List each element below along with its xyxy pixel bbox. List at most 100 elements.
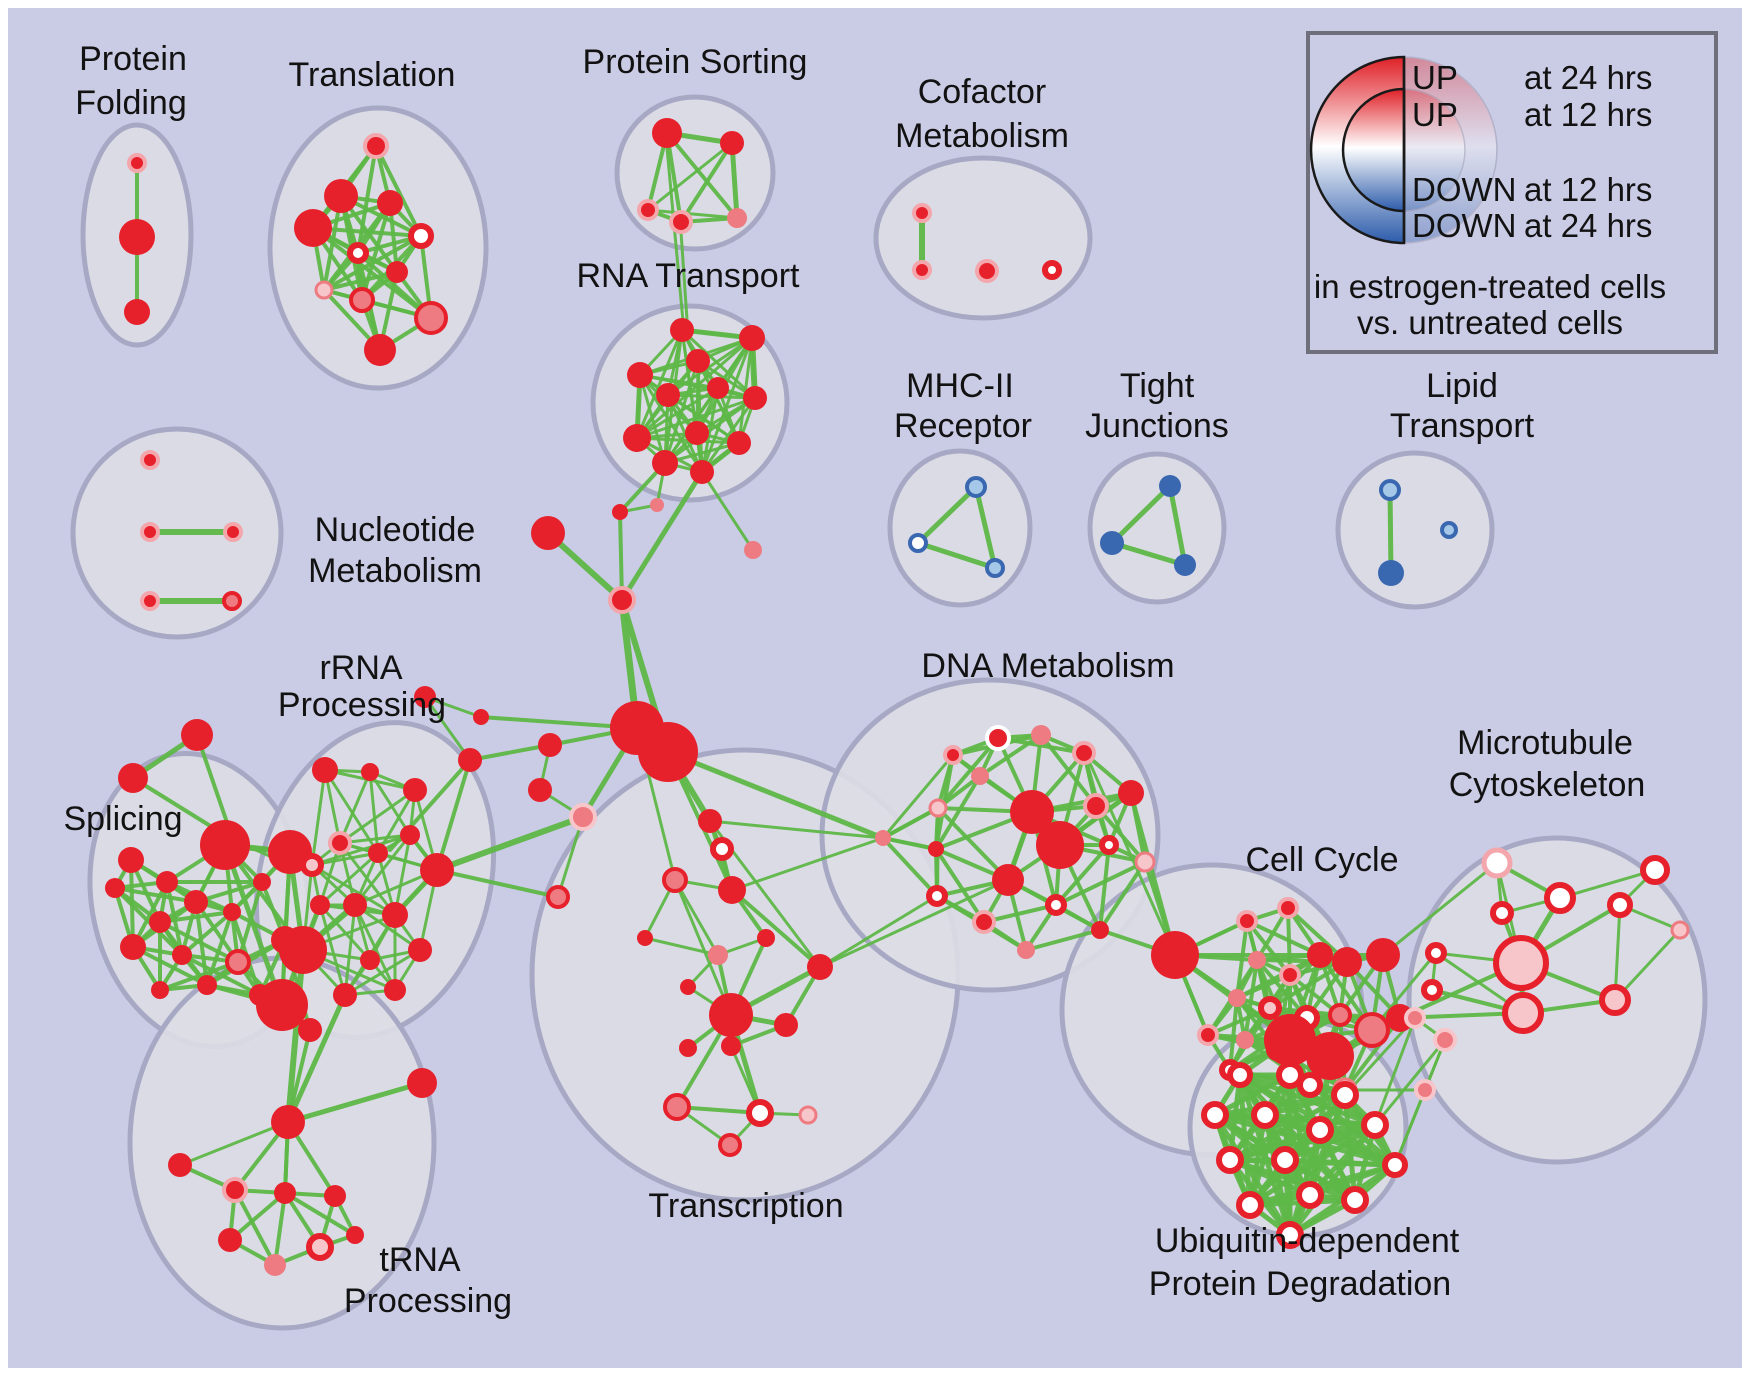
translation-node <box>377 190 403 216</box>
connector-edge <box>881 753 955 840</box>
splicing-node <box>200 820 250 870</box>
protein-folding-node <box>124 299 150 325</box>
transcription-node <box>746 1099 774 1127</box>
label-rrna-processing: rRNA <box>319 649 402 687</box>
protein-sorting-node <box>637 199 659 221</box>
label-lipid-transport: Lipid <box>1426 367 1498 405</box>
trna-processing-node <box>346 1226 364 1244</box>
cell-cycle-node <box>1197 1024 1219 1046</box>
mhc-ii-receptor-blob <box>887 448 1033 608</box>
cell-cycle-node <box>1279 964 1301 986</box>
legend-down12-label: DOWN <box>1412 171 1516 208</box>
cofactor-metabolism-node <box>912 260 932 280</box>
legend-down12-time: at 12 hrs <box>1524 171 1652 208</box>
trna-processing-node <box>407 1068 437 1098</box>
connector-node <box>118 763 148 793</box>
label-protein-folding: Folding <box>75 84 187 122</box>
splicing-node <box>184 890 208 914</box>
rna-transport-node <box>686 349 710 373</box>
transcription-node <box>774 1013 798 1037</box>
connector-edge <box>730 836 885 892</box>
connector-edge <box>881 836 938 851</box>
rrna-processing-edge <box>338 788 417 845</box>
ubiquitin-degradation-node <box>1201 1101 1229 1129</box>
connector-edge <box>285 992 348 1125</box>
cell-cycle-node <box>1151 931 1199 979</box>
cell-cycle-node <box>1258 996 1282 1020</box>
connector-edge <box>700 470 755 552</box>
transcription-edge <box>643 936 720 957</box>
translation-node <box>294 209 332 247</box>
dna-metabolism-node <box>1017 941 1035 959</box>
legend-up12-label: UP <box>1412 96 1458 133</box>
ubiquitin-degradation-node <box>1306 1116 1334 1144</box>
splicing-node <box>156 871 178 893</box>
connector-edge <box>881 806 940 840</box>
transcription-node <box>708 945 728 965</box>
tight-junctions-blob <box>1087 451 1227 605</box>
dna-metabolism-node <box>928 798 948 818</box>
cell-cycle-node <box>1332 947 1362 977</box>
lipid-transport-node <box>1379 479 1401 501</box>
rrna-processing-node <box>328 831 352 855</box>
ubiquitin-degradation-node <box>1216 1146 1244 1174</box>
ubiquitin-degradation-node <box>1227 1062 1253 1088</box>
mhc-ii-receptor-node <box>965 476 987 498</box>
legend-up24-time: at 24 hrs <box>1524 59 1652 96</box>
connector-node <box>546 885 570 909</box>
label-protein-folding: Protein <box>79 40 187 78</box>
ubiquitin-degradation-edge <box>1373 1016 1417 1127</box>
transcription-node <box>710 837 734 861</box>
connector-edge <box>423 695 472 762</box>
label-cell-cycle: Cell Cycle <box>1245 841 1398 879</box>
ubiquitin-degradation-edge <box>1227 1122 1378 1163</box>
dna-metabolism-node <box>1134 851 1156 873</box>
translation-node <box>324 179 358 213</box>
connector-node <box>612 504 628 520</box>
label-trna-processing: tRNA <box>379 1241 461 1279</box>
translation-edge <box>339 194 382 352</box>
microtubule-cytoskeleton-node <box>1490 901 1514 925</box>
trna-processing-node <box>218 1228 242 1252</box>
label-mhc-ii-receptor: Receptor <box>894 407 1032 445</box>
trna-processing-edge <box>233 1188 277 1267</box>
label-nucleotide-metabolism: Nucleotide <box>315 511 476 549</box>
ubiquitin-degradation-node <box>1382 1152 1408 1178</box>
tight-junctions-edge <box>1109 540 1188 568</box>
cell-cycle-edge <box>1286 906 1292 977</box>
connector-node <box>569 803 597 831</box>
dna-metabolism-node <box>971 767 989 785</box>
transcription-node <box>709 993 753 1037</box>
protein-sorting-node <box>669 210 693 234</box>
nucleotide-metabolism-node <box>140 450 160 470</box>
label-transcription: Transcription <box>648 1187 843 1225</box>
splicing-edge <box>158 960 240 992</box>
transcription-edge <box>673 878 733 1017</box>
splicing-node <box>120 934 146 960</box>
dna-metabolism-edge <box>978 733 1043 778</box>
dna-metabolism-node <box>928 841 944 857</box>
rna-transport-node <box>727 431 751 455</box>
cell-cycle-node <box>1328 1003 1352 1027</box>
cell-cycle-edge <box>1245 919 1292 977</box>
tight-junctions-edge <box>1109 483 1173 546</box>
connector-edge <box>708 819 885 840</box>
rrna-processing-node <box>279 926 327 974</box>
transcription-node <box>718 876 746 904</box>
mhc-ii-receptor-edge <box>915 484 979 546</box>
mhc-ii-receptor-node <box>985 558 1005 578</box>
ubiquitin-degradation-node <box>1404 1007 1426 1029</box>
connector-edge <box>619 469 705 603</box>
splicing-node <box>225 949 251 975</box>
dna-metabolism-node <box>1031 725 1051 745</box>
ubiquitin-degradation-edge <box>1282 1157 1398 1168</box>
label-ubiquitin-degradation: Protein Degradation <box>1149 1265 1451 1303</box>
splicing-node <box>298 1018 322 1042</box>
cofactor-metabolism-node <box>1042 260 1062 280</box>
connector-edge <box>285 947 306 1125</box>
cofactor-metabolism-node <box>912 203 932 223</box>
rna-transport-node <box>623 424 651 452</box>
rrna-processing-edge <box>310 833 412 867</box>
connector-node <box>414 686 436 708</box>
